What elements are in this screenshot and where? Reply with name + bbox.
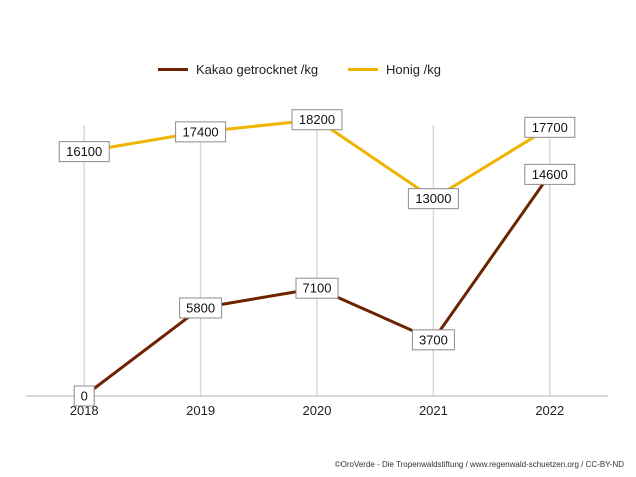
x-tick-label-2021: 2021 (419, 403, 448, 418)
legend-item-honig: Honig /kg (348, 62, 441, 77)
data-label-0-1: 5800 (186, 300, 215, 315)
legend-swatch-honig (348, 68, 378, 71)
x-tick-label-2022: 2022 (535, 403, 564, 418)
x-tick-label-2018: 2018 (70, 403, 99, 418)
data-label-0-3: 3700 (419, 332, 448, 347)
x-tick-label-2020: 2020 (303, 403, 332, 418)
data-label-box-0-2 (295, 277, 339, 299)
legend-item-kakao: Kakao getrocknet /kg (158, 62, 318, 77)
data-label-box-0-0 (73, 385, 95, 407)
data-label-box-0-3 (411, 329, 455, 351)
data-label-1-1: 17400 (183, 124, 219, 139)
data-label-box-1-1 (175, 121, 227, 143)
data-label-0-0: 0 (81, 389, 88, 404)
data-label-box-1-0 (58, 141, 110, 163)
data-label-box-1-2 (291, 109, 343, 131)
data-label-box-1-3 (407, 188, 459, 210)
chart-legend: Kakao getrocknet /kg Honig /kg (0, 62, 636, 82)
data-label-1-3: 13000 (415, 191, 451, 206)
data-label-1-2: 18200 (299, 112, 335, 127)
x-tick-label-2019: 2019 (186, 403, 215, 418)
legend-label-honig: Honig /kg (386, 62, 441, 77)
data-label-box-1-4 (524, 116, 576, 138)
data-label-1-0: 16100 (66, 144, 102, 159)
data-label-box-0-4 (524, 163, 576, 185)
data-label-0-4: 14600 (532, 167, 568, 182)
data-label-0-2: 7100 (303, 281, 332, 296)
data-label-box-0-1 (179, 297, 223, 319)
legend-label-kakao: Kakao getrocknet /kg (196, 62, 319, 77)
legend-swatch-kakao (158, 68, 188, 71)
data-label-1-4: 17700 (532, 120, 568, 135)
credit-text: ©OroVerde - Die Tropenwaldstiftung / www… (334, 460, 624, 469)
